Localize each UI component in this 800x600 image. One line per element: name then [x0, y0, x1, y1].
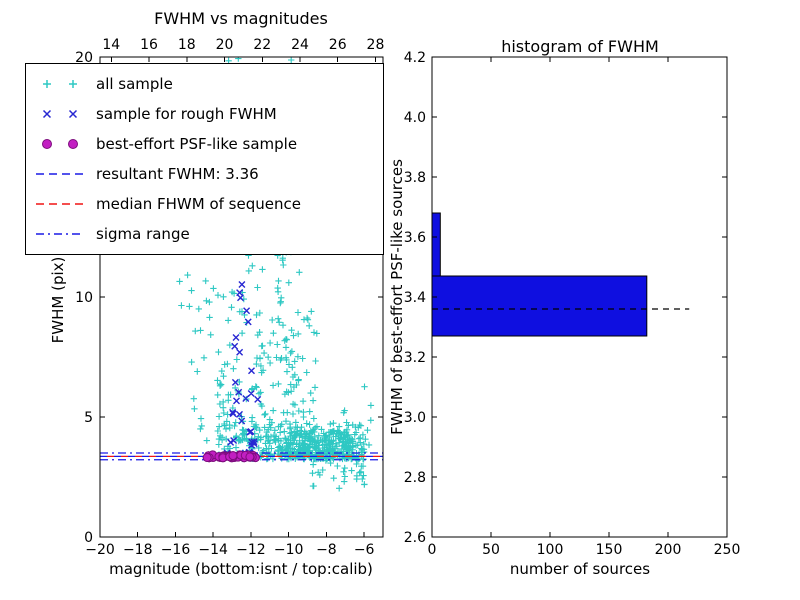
- right-xtick-label: 200: [655, 542, 682, 558]
- left-ytick-label: 10: [75, 290, 93, 306]
- histogram-bars: [431, 212, 648, 337]
- plus-legend-marker-icon: [43, 80, 77, 88]
- right-ytick-label: 3.8: [404, 170, 426, 186]
- left-xtick-label: −10: [274, 542, 304, 558]
- right-xtick-label: 250: [714, 542, 741, 558]
- left-top-xtick-label: 20: [216, 37, 234, 53]
- legend-entry-5: sigma range: [34, 219, 375, 249]
- legend-label: sample for rough FWHM: [96, 105, 277, 123]
- left-top-xtick-label: 14: [102, 37, 120, 53]
- right-xtick-label: 0: [428, 542, 437, 558]
- left-top-xtick-label: 28: [367, 37, 385, 53]
- histogram-bar: [431, 212, 441, 277]
- right-ytick-label: 3.2: [404, 350, 426, 366]
- right-xtick-label: 50: [482, 542, 500, 558]
- legend-entry-4: median FHWM of sequence: [34, 189, 375, 219]
- legend-label: median FHWM of sequence: [96, 195, 301, 213]
- left-top-xtick-label: 26: [329, 37, 347, 53]
- legend-label: resultant FWHM: 3.36: [96, 165, 259, 183]
- dashed-line-legend-marker-icon: [36, 173, 84, 175]
- legend-entry-3: resultant FWHM: 3.36: [34, 159, 375, 189]
- right-plot-xlabel: number of sources: [509, 560, 651, 578]
- right-ytick-label: 4.0: [404, 110, 426, 126]
- psf-sample-points-top: [202, 450, 260, 463]
- dashdot-line-legend-marker-icon: [36, 233, 84, 235]
- left-xtick-label: −6: [354, 542, 375, 558]
- circle-legend-marker-icon: [42, 139, 78, 149]
- left-top-xtick-label: 18: [178, 37, 196, 53]
- left-xtick-label: −14: [198, 542, 228, 558]
- legend-entry-2: best-effort PSF-like sample: [34, 129, 375, 159]
- histogram-bar: [431, 275, 648, 337]
- legend-entry-0: all sample: [34, 69, 375, 99]
- legend-label: all sample: [96, 75, 173, 93]
- left-plot-xlabel: magnitude (bottom:isnt / top:calib): [109, 560, 373, 578]
- axes: [99, 56, 728, 538]
- left-plot-title: FWHM vs magnitudes: [154, 9, 328, 28]
- left-top-xtick-label: 16: [140, 37, 158, 53]
- legend-label: best-effort PSF-like sample: [96, 135, 298, 153]
- x-legend-marker-icon: [42, 109, 78, 119]
- left-top-xtick-label: 22: [253, 37, 271, 53]
- left-xtick-label: −18: [123, 542, 153, 558]
- right-ytick-label: 2.8: [404, 470, 426, 486]
- left-xtick-label: −12: [236, 542, 266, 558]
- left-ytick-label: 5: [84, 410, 93, 426]
- right-ytick-label: 3.6: [404, 230, 426, 246]
- right-xtick-label: 100: [537, 542, 564, 558]
- right-ytick-label: 3.0: [404, 410, 426, 426]
- right-xtick-label: 150: [596, 542, 623, 558]
- right-ytick-label: 3.4: [404, 290, 426, 306]
- left-ytick-label: 0: [84, 530, 93, 546]
- dashed-line-legend-marker-icon: [36, 203, 84, 205]
- left-xtick-label: −8: [316, 542, 337, 558]
- right-plot-ylabel: FWHM of best-effort PSF-like sources: [388, 159, 406, 435]
- right-ytick-label: 4.2: [404, 50, 426, 66]
- left-xtick-label: −16: [161, 542, 191, 558]
- left-ytick-label: 20: [75, 50, 93, 66]
- right-ytick-label: 2.6: [404, 530, 426, 546]
- left-top-xtick-label: 24: [291, 37, 309, 53]
- left-xtick-label: −20: [85, 542, 115, 558]
- legend: all sample sample for rough FWHM best-effo…: [25, 63, 384, 255]
- legend-entry-1: sample for rough FWHM: [34, 99, 375, 129]
- legend-label: sigma range: [96, 225, 190, 243]
- right-plot-title: histogram of FWHM: [501, 37, 659, 56]
